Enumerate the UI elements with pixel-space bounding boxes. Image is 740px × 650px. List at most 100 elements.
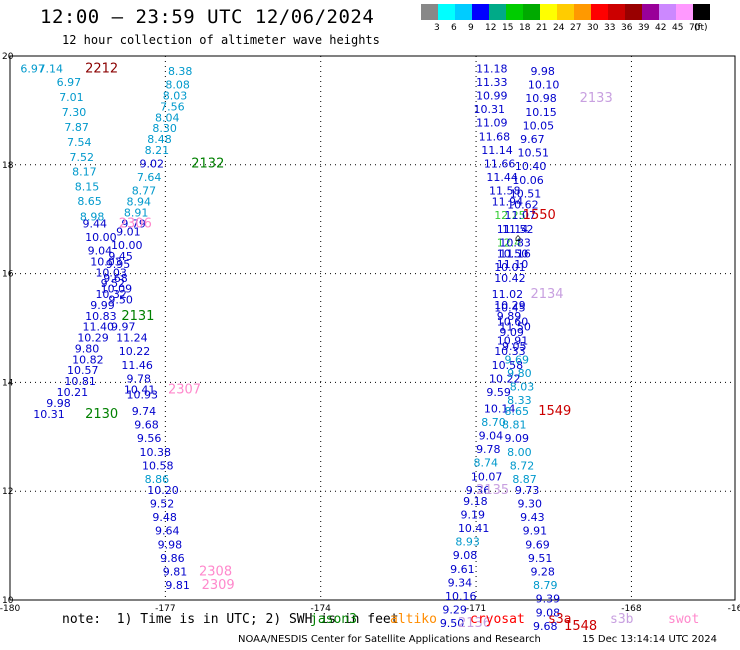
wave-height-label: 10.05 — [523, 119, 555, 132]
wave-height-label: 9.68 — [533, 620, 558, 633]
color-scale-swatch — [540, 4, 557, 20]
wave-height-label: 12.4 — [497, 236, 522, 249]
footnote: note: 1) Time is in UTC; 2) SWH is in fe… — [62, 612, 399, 627]
wave-height-label: 9.44 — [83, 217, 108, 230]
wave-height-label: 7.56 — [160, 100, 185, 113]
wave-height-label: 10.06 — [512, 174, 544, 187]
wave-height-label: 10.10 — [528, 79, 560, 92]
wave-height-label: 9.18 — [463, 495, 488, 508]
y-tick-label: 16 — [2, 270, 14, 280]
wave-height-label: 9.73 — [515, 484, 540, 497]
pass-id-label: 2130 — [85, 407, 118, 422]
wave-height-label: 10.09 — [101, 283, 133, 296]
wave-height-label: 9.97 — [111, 321, 136, 334]
wave-height-label: 11.10 — [497, 258, 529, 271]
wave-height-label: 10.58 — [142, 459, 174, 472]
wave-height-label: 10.60 — [497, 315, 529, 328]
legend-s3b: s3b — [610, 612, 634, 627]
wave-height-label: 10.15 — [525, 106, 557, 119]
wave-height-label: 8.93 — [455, 536, 480, 549]
wave-height-label: 10.50 — [497, 247, 529, 260]
wave-height-label: 8.21 — [145, 144, 170, 157]
wave-height-label: 9.01 — [116, 226, 140, 239]
wave-height-label: 9.68 — [103, 272, 128, 285]
wave-height-label: 8.77 — [132, 185, 157, 198]
wave-height-label: 10.45 — [494, 302, 525, 315]
wave-height-label: 11.44 — [486, 171, 518, 184]
wave-height-label: 8.30 — [152, 122, 177, 135]
color-scale-unit: (ft) — [694, 23, 708, 33]
wave-height-label: 9.56 — [137, 432, 162, 445]
pass-id-label: 1550 — [523, 208, 556, 223]
wave-height-label: 8.74 — [473, 457, 498, 470]
color-scale-swatch — [574, 4, 591, 20]
wave-height-label: 10.03 — [90, 255, 122, 268]
wave-height-label: 9.43 — [520, 511, 545, 524]
wave-height-label: 10.16 — [445, 590, 477, 603]
wave-height-label: 9.74 — [132, 405, 157, 418]
wave-height-label: 10.14 — [484, 402, 516, 415]
wave-height-label: 11.68 — [479, 130, 511, 143]
wave-height-label: 9.81 — [163, 566, 188, 579]
color-scale-swatch — [523, 4, 540, 20]
wave-height-label: 7.87 — [64, 121, 89, 134]
wave-height-label: 8.17 — [72, 166, 97, 179]
color-scale-swatch — [693, 4, 710, 20]
wave-height-label: 10.32 — [95, 288, 127, 301]
wave-height-label: 10.51 — [510, 187, 542, 200]
wave-height-label: 6.97 — [57, 76, 82, 89]
wave-height-label: 9.78 — [476, 443, 501, 456]
x-tick-label: -168 — [621, 604, 642, 614]
wave-height-label: 9.86 — [160, 552, 185, 565]
wave-height-label: 8.94 — [127, 196, 151, 209]
chart-title: 12:00 — 23:59 UTC 12/06/2024 — [40, 6, 375, 28]
legend-swot: swot — [668, 612, 700, 627]
wave-height-label: 9.50 — [440, 617, 465, 630]
wave-height-label: 9.99 — [90, 299, 115, 312]
wave-height-label: 8.87 — [512, 473, 537, 486]
pass-id-label: 2132 — [191, 157, 224, 172]
wave-height-label: 8.03 — [163, 90, 188, 103]
color-scale-tick: 9 — [468, 23, 474, 33]
wave-height-label: 10.93 — [127, 389, 158, 402]
wave-height-label: 7.54 — [67, 136, 92, 149]
wave-height-label: 11.66 — [484, 158, 516, 171]
wave-height-label: 11.58 — [489, 185, 520, 198]
wave-height-label: 9.04 — [88, 245, 113, 258]
wave-height-label: 11.16 — [499, 247, 531, 260]
color-scale-swatch — [608, 4, 625, 20]
wave-height-label: 11.50 — [499, 321, 531, 334]
wave-height-label: 9.30 — [518, 498, 543, 511]
wave-height-label: 8.70 — [481, 416, 506, 429]
wave-height-label: 9.78 — [127, 372, 151, 385]
wave-height-label: 9.50 — [108, 294, 132, 307]
wave-height-label: 10.98 — [525, 92, 557, 105]
color-scale-swatch — [438, 4, 455, 20]
wave-height-label: 9.80 — [75, 342, 100, 355]
wave-height-label: 9.59 — [486, 386, 511, 399]
wave-height-label: 10.31 — [473, 103, 505, 116]
wave-height-label: 10.82 — [72, 353, 104, 366]
wave-height-label: 8.91 — [124, 206, 149, 219]
color-scale-tick: 15 — [502, 23, 514, 33]
color-scale-swatch — [642, 4, 659, 20]
wave-height-label: 9.89 — [497, 310, 522, 323]
wave-height-label: 8.98 — [80, 210, 105, 223]
wave-height-label: 10.41 — [124, 383, 156, 396]
credit-line: NOAA/NESDIS Center for Satellite Applica… — [238, 634, 541, 645]
pass-id-label: 2309 — [202, 578, 235, 593]
wave-height-label: 9.08 — [453, 549, 478, 562]
pass-id-label: 2306 — [119, 216, 152, 231]
pass-id-label: 1549 — [538, 404, 571, 419]
wave-height-label: 6.97 — [20, 62, 45, 75]
color-scale-tick: 21 — [536, 23, 548, 33]
wave-height-label: 8.38 — [168, 65, 193, 78]
pass-id-label: 2135 — [476, 483, 509, 498]
wave-height-label: 9.05 — [502, 340, 527, 353]
color-scale-tick: 27 — [570, 23, 582, 33]
wave-height-label: 10.00 — [85, 231, 117, 244]
color-scale-swatch — [659, 4, 676, 20]
y-tick-label: 14 — [2, 378, 14, 388]
wave-height-label: 11.33 — [476, 76, 508, 89]
wave-height-label: 10.01 — [494, 261, 525, 274]
